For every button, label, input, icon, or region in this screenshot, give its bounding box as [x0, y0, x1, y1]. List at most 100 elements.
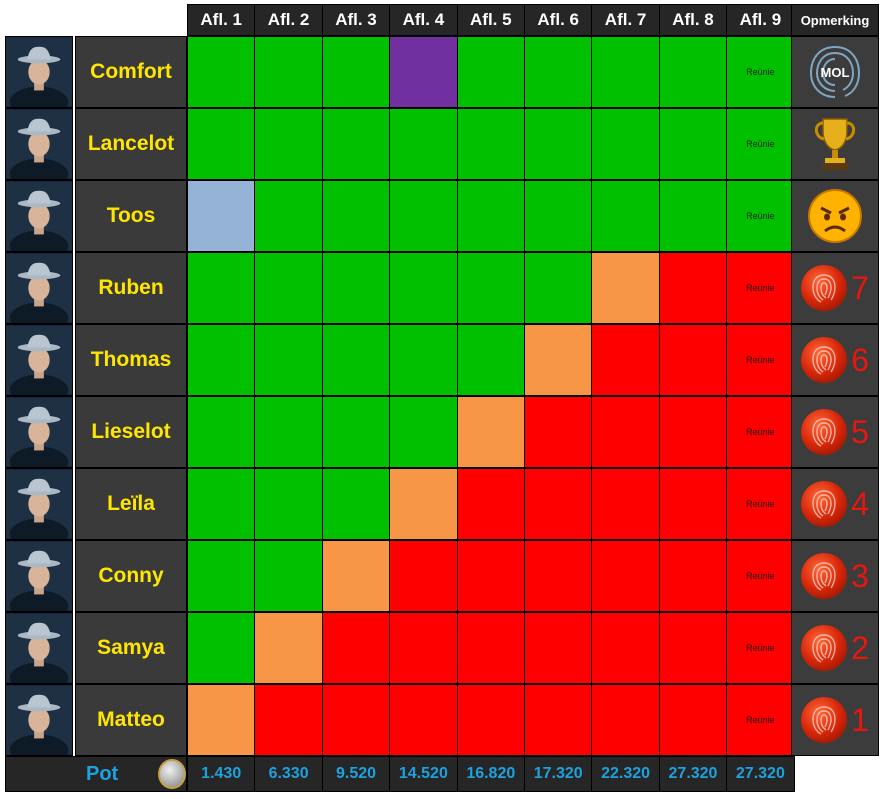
contestant-photo [5, 612, 73, 684]
euro-coin-icon [158, 759, 186, 789]
status-cell [389, 36, 458, 108]
status-cell [254, 36, 323, 108]
status-cell [524, 324, 593, 396]
angry-face-icon [808, 189, 862, 243]
status-cell [658, 684, 728, 756]
status-cell [456, 180, 525, 252]
elimination-rank: 5 [851, 413, 869, 450]
contestant-photo-graphic [6, 614, 72, 683]
remark-cell: MOL [791, 36, 879, 108]
contestant-photo-graphic [6, 182, 72, 251]
reunion-label: Reünie [746, 571, 775, 581]
status-cell [187, 540, 256, 612]
status-cell [389, 468, 458, 540]
contestant-photo [5, 396, 73, 468]
remark-header: Opmerking [791, 4, 879, 36]
status-cell [321, 36, 391, 108]
status-cell [187, 468, 256, 540]
contestant-name: Comfort [75, 36, 187, 108]
status-cell [389, 396, 458, 468]
status-cell [591, 612, 660, 684]
status-cell [187, 252, 256, 324]
status-cell [591, 324, 660, 396]
remark-cell: 7 [791, 252, 879, 324]
status-cell [187, 396, 256, 468]
contestant-name: Conny [75, 540, 187, 612]
contestant-name: Lieselot [75, 396, 187, 468]
status-cell [658, 612, 728, 684]
remark-cell: 5 [791, 396, 879, 468]
remark-cell: 4 [791, 468, 879, 540]
status-cell [187, 612, 256, 684]
status-cell [321, 324, 391, 396]
status-cell: Reünie [726, 540, 795, 612]
status-cell [254, 180, 323, 252]
remark-cell [791, 108, 879, 180]
contestant-name: Ruben [75, 252, 187, 324]
status-cell [187, 180, 256, 252]
contestant-photo [5, 684, 73, 756]
status-cell [658, 324, 728, 396]
reunion-label: Reünie [746, 67, 775, 77]
remark-cell: 2 [791, 612, 879, 684]
status-cell [254, 324, 323, 396]
contestant-photo [5, 468, 73, 540]
status-cell [658, 396, 728, 468]
status-cell [658, 36, 728, 108]
status-cell [254, 540, 323, 612]
status-cell [456, 36, 525, 108]
status-cell [254, 108, 323, 180]
pot-value: 22.320 [591, 756, 660, 792]
contestant-name: Toos [75, 180, 187, 252]
status-cell [389, 684, 458, 756]
status-cell [524, 468, 593, 540]
reunion-label: Reünie [746, 715, 775, 725]
episode-header: Afl. 5 [456, 4, 525, 36]
elimination-rank: 3 [851, 557, 869, 594]
remark-cell: 3 [791, 540, 879, 612]
status-cell [389, 252, 458, 324]
status-cell: Reünie [726, 684, 795, 756]
status-cell [187, 324, 256, 396]
elimination-rank: 1 [851, 701, 869, 738]
pot-label: Pot [5, 756, 187, 792]
episode-header: Afl. 3 [321, 4, 391, 36]
status-cell [524, 180, 593, 252]
status-cell [456, 540, 525, 612]
pot-value: 27.320 [726, 756, 795, 792]
status-cell [591, 108, 660, 180]
status-cell [187, 108, 256, 180]
contestant-photo [5, 180, 73, 252]
status-cell [524, 252, 593, 324]
status-cell [187, 684, 256, 756]
status-cell [389, 612, 458, 684]
fingerprint-icon [801, 265, 848, 311]
contestant-photo [5, 252, 73, 324]
pot-value: 17.320 [524, 756, 593, 792]
fingerprint-icon [801, 625, 848, 671]
status-cell [321, 180, 391, 252]
episode-header: Afl. 2 [254, 4, 323, 36]
pot-label-text: Pot [86, 762, 119, 785]
contestant-photo-graphic [6, 542, 72, 611]
status-cell: Reünie [726, 324, 795, 396]
status-cell [321, 396, 391, 468]
status-cell [524, 612, 593, 684]
remark-cell: 1 [791, 684, 879, 756]
fingerprint-icon [801, 553, 848, 599]
status-cell [591, 36, 660, 108]
contestant-name: Samya [75, 612, 187, 684]
status-cell: Reünie [726, 180, 795, 252]
trophy-icon [814, 118, 856, 170]
status-cell [321, 468, 391, 540]
contestant-photo-graphic [6, 254, 72, 323]
status-cell [254, 684, 323, 756]
pot-value: 1.430 [187, 756, 256, 792]
reunion-label: Reünie [746, 643, 775, 653]
episode-header: Afl. 1 [187, 4, 256, 36]
elimination-rank: 6 [851, 341, 869, 378]
status-cell [591, 684, 660, 756]
status-cell [591, 468, 660, 540]
status-cell [524, 108, 593, 180]
